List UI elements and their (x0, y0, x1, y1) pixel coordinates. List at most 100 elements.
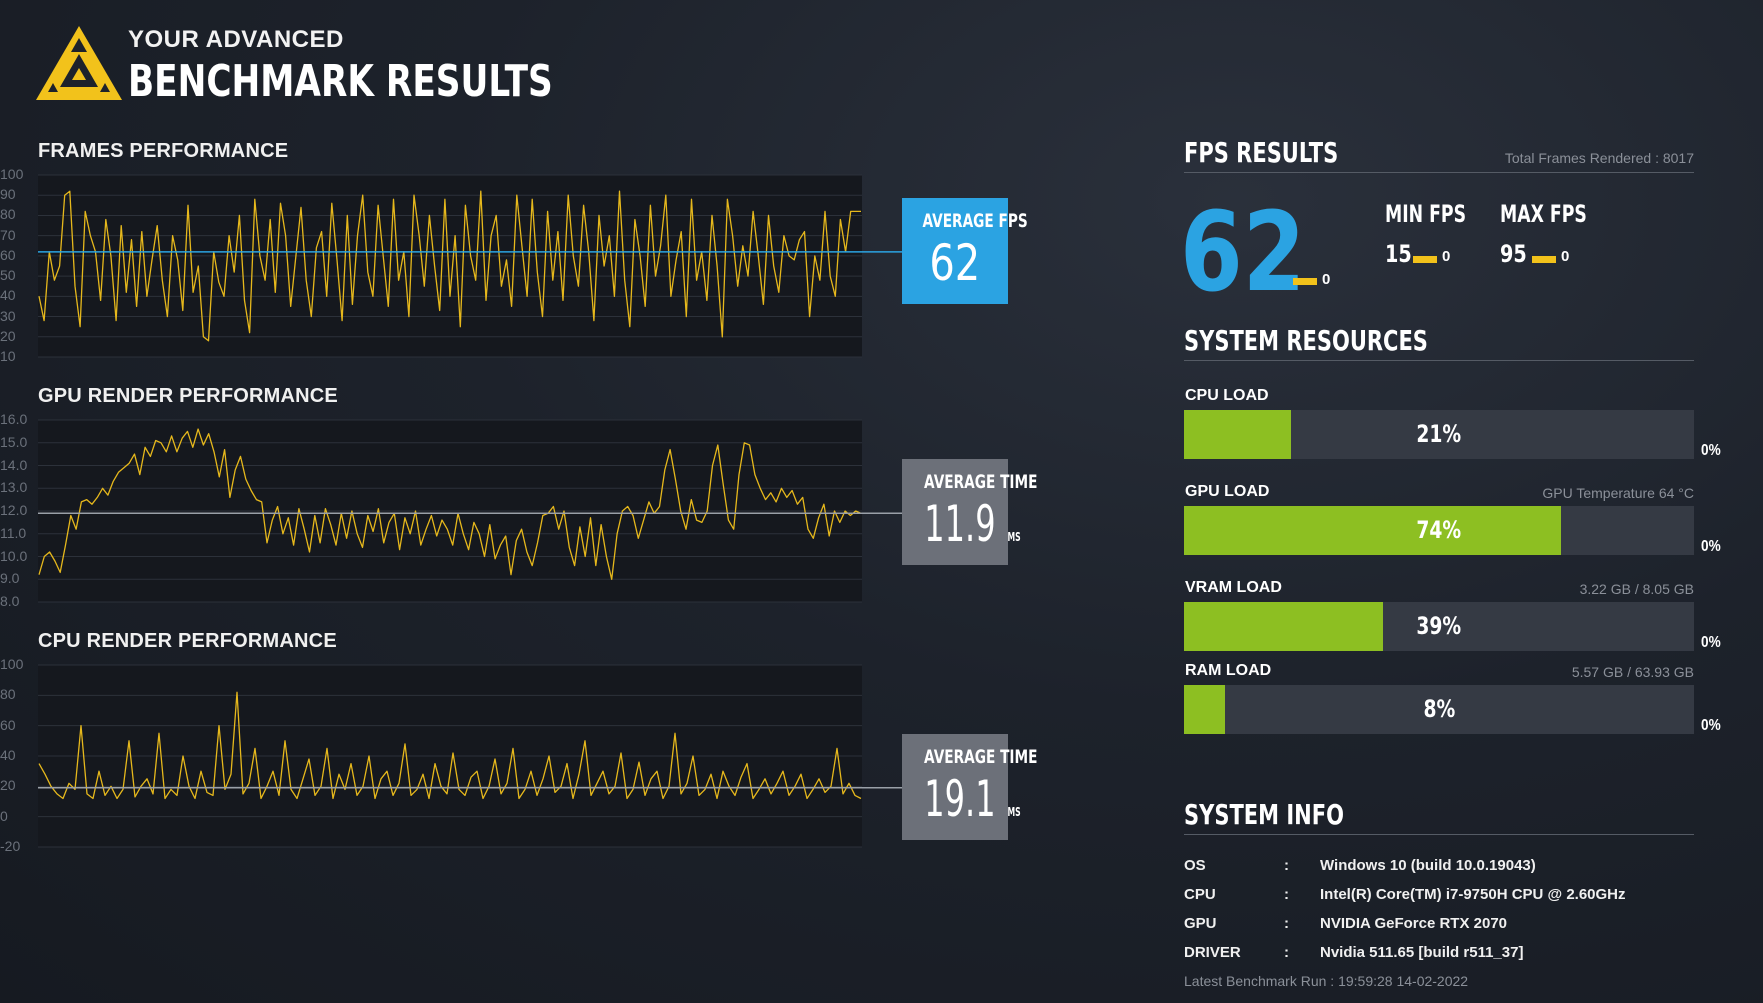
frames-series-line (38, 190, 861, 342)
system-info-divider (1184, 834, 1694, 835)
y-tick-label: 15.0 (0, 433, 28, 450)
fps-results-title: FPS RESULTS (1184, 136, 1339, 169)
resource-load-change: 0% (1701, 442, 1721, 459)
resource-load-fill (1184, 602, 1383, 651)
resource-load-bar: 8% (1184, 685, 1694, 734)
gpu-average-time-label: AVERAGE TIME (924, 471, 1038, 493)
cpu-average-time-box: AVERAGE TIME 19.1 MS (902, 734, 1037, 840)
system-info-key: CPU (1184, 886, 1216, 903)
min-fps-value: 15 (1385, 240, 1412, 268)
resource-load-percent: 21% (1416, 420, 1462, 448)
y-tick-label: 12.0 (0, 502, 28, 518)
min-fps-change: 0 (1442, 248, 1451, 265)
cpu-average-time-unit: MS (1007, 805, 1021, 819)
resource-detail: GPU Temperature 64 °C (1542, 485, 1694, 501)
y-tick-label: 0 (0, 807, 8, 824)
system-resources-title: SYSTEM RESOURCES (1184, 324, 1428, 357)
average-fps-change-dash (1293, 278, 1317, 285)
y-tick-label: 80 (0, 206, 16, 223)
y-tick-label: 30 (0, 307, 16, 324)
gpu-average-time-box: AVERAGE TIME 11.9 MS (902, 459, 1037, 565)
resource-load-bar: 74% (1184, 506, 1694, 555)
y-tick-label: 13.0 (0, 479, 28, 496)
y-tick-label: 70 (0, 226, 16, 243)
system-info-separator: : (1284, 915, 1289, 932)
y-tick-label: 100 (0, 166, 24, 182)
max-fps-change-dash (1532, 256, 1556, 263)
resource-label: VRAM LOAD (1185, 579, 1282, 596)
gpu-render-chart (38, 419, 902, 603)
average-fps-big: 62 (1180, 188, 1306, 316)
system-info-value: Nvidia 511.65 [build r511_37] (1320, 944, 1524, 961)
gpu-average-time-value: 11.9 (924, 495, 996, 553)
fps-results-divider (1184, 172, 1694, 173)
system-info-key: OS (1184, 857, 1206, 874)
cpu-average-time-value: 19.1 (924, 770, 996, 828)
y-tick-label: 40 (0, 747, 16, 763)
gpu-series-line (38, 428, 862, 580)
header-title: BENCHMARK RESULTS (128, 56, 553, 107)
cpu-chart-title: CPU RENDER PERFORMANCE (38, 630, 337, 652)
resource-label: CPU LOAD (1185, 387, 1269, 404)
min-fps-change-dash (1413, 256, 1437, 263)
resource-load-percent: 74% (1416, 516, 1462, 544)
latest-benchmark-run: Latest Benchmark Run : 19:59:28 14-02-20… (1184, 973, 1469, 989)
resource-load-change: 0% (1701, 634, 1721, 651)
min-fps-label: MIN FPS (1385, 200, 1467, 228)
resource-load-fill (1184, 685, 1225, 734)
system-info-separator: : (1284, 944, 1289, 961)
y-tick-label: 50 (0, 267, 16, 284)
resource-label: RAM LOAD (1185, 662, 1272, 679)
resource-detail: 5.57 GB / 63.93 GB (1571, 664, 1694, 680)
y-tick-label: 60 (0, 246, 16, 263)
y-tick-label: 80 (0, 686, 16, 703)
system-info-separator: : (1284, 857, 1289, 874)
cpu-series-line (38, 691, 862, 800)
resource-load-bar: 21% (1184, 410, 1694, 459)
resource-load-fill (1184, 506, 1562, 555)
total-frames-rendered: Total Frames Rendered : 8017 (1504, 150, 1694, 166)
y-tick-label: -20 (0, 838, 21, 854)
y-tick-label: 8.0 (0, 593, 20, 609)
average-fps-change: 0 (1322, 271, 1331, 288)
y-tick-label: 20 (0, 327, 16, 344)
resource-load-percent: 39% (1416, 612, 1462, 640)
gpu-average-time-unit: MS (1007, 530, 1021, 544)
resource-load-change: 0% (1701, 717, 1721, 734)
average-fps-value: 62 (929, 234, 981, 292)
system-info-key: GPU (1184, 915, 1217, 932)
average-fps-box: AVERAGE FPS 62 (902, 198, 1028, 304)
resource-load-change: 0% (1701, 538, 1721, 555)
frames-performance-chart (38, 174, 902, 358)
system-info-value: Intel(R) Core(TM) i7-9750H CPU @ 2.60GHz (1320, 886, 1626, 903)
header-subtitle: YOUR ADVANCED (128, 26, 344, 53)
y-tick-label: 10.0 (0, 547, 28, 564)
average-fps-label: AVERAGE FPS (922, 210, 1028, 232)
y-tick-label: 10 (0, 348, 16, 364)
cpu-render-chart (38, 664, 902, 848)
max-fps-value: 95 (1500, 240, 1527, 268)
max-fps-change: 0 (1561, 248, 1570, 265)
cpu-average-time-label: AVERAGE TIME (924, 746, 1038, 768)
system-info-value: NVIDIA GeForce RTX 2070 (1320, 915, 1508, 932)
resource-load-fill (1184, 410, 1292, 459)
system-info-title: SYSTEM INFO (1184, 798, 1344, 831)
y-tick-label: 11.0 (0, 524, 27, 541)
system-resources-divider (1184, 360, 1694, 361)
system-info-key: DRIVER (1184, 944, 1241, 961)
y-tick-label: 16.0 (0, 411, 28, 427)
resource-label: GPU LOAD (1185, 483, 1270, 500)
triangle-logo-icon (34, 24, 124, 104)
frames-chart-title: FRAMES PERFORMANCE (38, 140, 289, 162)
y-tick-label: 9.0 (0, 570, 20, 587)
resource-load-percent: 8% (1423, 695, 1455, 723)
system-info-value: Windows 10 (build 10.0.19043) (1320, 857, 1536, 874)
y-tick-label: 60 (0, 716, 16, 733)
y-tick-label: 100 (0, 656, 24, 672)
resource-detail: 3.22 GB / 8.05 GB (1579, 581, 1694, 597)
y-tick-label: 14.0 (0, 456, 28, 473)
y-tick-label: 90 (0, 186, 16, 203)
gpu-chart-title: GPU RENDER PERFORMANCE (38, 385, 338, 407)
y-tick-label: 20 (0, 777, 16, 794)
system-info-separator: : (1284, 886, 1289, 903)
